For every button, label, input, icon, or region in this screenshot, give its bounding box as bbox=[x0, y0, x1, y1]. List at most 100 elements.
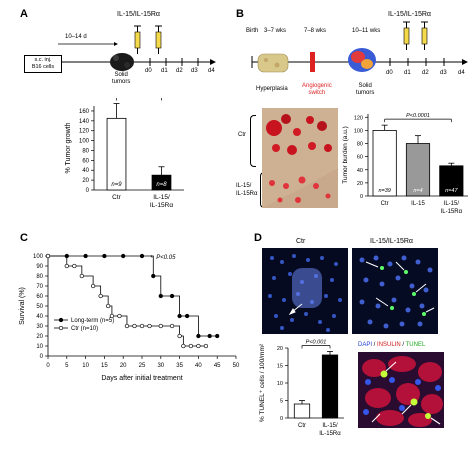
series-point bbox=[188, 343, 194, 349]
b-angio-line2: switch bbox=[308, 90, 326, 96]
b-day-d1: d1 bbox=[404, 70, 411, 76]
p-value-label: P<0.0001 bbox=[406, 113, 430, 119]
y-tick-label: 5 bbox=[280, 399, 283, 405]
y-tick-label: 0 bbox=[280, 416, 283, 422]
n-label: n=47 bbox=[445, 188, 458, 194]
b-weeks2-label: 7–8 wks bbox=[304, 28, 327, 34]
syringe-icon bbox=[155, 25, 162, 54]
series-point bbox=[132, 323, 137, 329]
x-tick-label: 5 bbox=[65, 363, 69, 369]
arrow-icon bbox=[365, 261, 435, 313]
series-point bbox=[158, 323, 163, 329]
a-day-d3: d3 bbox=[191, 68, 198, 74]
series-point bbox=[177, 313, 182, 319]
y-tick-label: 20 bbox=[82, 178, 89, 184]
bar bbox=[293, 403, 311, 419]
y-axis-label: Survival (%) bbox=[19, 287, 26, 325]
a-injection-box: s.c. inj. B16 cells bbox=[24, 55, 62, 73]
series-point bbox=[102, 253, 107, 259]
b-day-d0: d0 bbox=[386, 70, 393, 76]
y-tick-label: 60 bbox=[357, 155, 363, 161]
category-label: IL-15Rα bbox=[150, 202, 174, 209]
x-tick-label: 10 bbox=[82, 363, 89, 369]
panel-d-bar-chart: 0 5 10 15 20 Ctr IL-15/IL-15Rα P<0.001 % TUNEL⁺ … bbox=[259, 340, 344, 437]
category-label: Ctr bbox=[381, 201, 389, 207]
b-stage-angiogenic: Angiogenic switch bbox=[302, 83, 332, 97]
micrograph-staining bbox=[358, 352, 444, 428]
panel-a-timeline bbox=[27, 25, 216, 71]
d-stain-insulin: INSULIN bbox=[377, 342, 401, 348]
y-tick-label: 120 bbox=[354, 115, 363, 121]
series-point bbox=[207, 333, 212, 339]
a-solid-label: Solid tumors bbox=[112, 72, 130, 86]
syringe-icon bbox=[403, 21, 410, 50]
y-axis-label: % Tumor growth bbox=[65, 122, 72, 173]
y-axis-label: Tumor burden (a.u.) bbox=[342, 126, 349, 184]
series-point bbox=[151, 273, 156, 279]
b-day-d2: d2 bbox=[422, 70, 429, 76]
b-weeks3-label: 10–11 wks bbox=[352, 28, 381, 34]
y-tick-label: 10 bbox=[36, 344, 43, 350]
legend-marker bbox=[58, 325, 64, 331]
a-treatment-label: IL-15/IL-15Rα bbox=[117, 11, 160, 18]
d-stain-legend: DAPI / INSULIN / TUNEL bbox=[358, 342, 425, 348]
series-point bbox=[106, 303, 111, 309]
series-point bbox=[121, 253, 126, 259]
a-solid-line2: tumors bbox=[112, 79, 131, 85]
y-tick-label: 100 bbox=[79, 139, 90, 145]
series-point bbox=[181, 343, 186, 349]
series-line bbox=[48, 255, 218, 337]
b-photo-il15-line2: IL-15Rα bbox=[236, 191, 258, 197]
series-point bbox=[79, 273, 84, 279]
d-stain-tunel: TUNEL bbox=[405, 342, 426, 348]
significance-star: * bbox=[150, 255, 153, 262]
b-solid-line2: tumors bbox=[356, 90, 375, 96]
x-tick-label: 50 bbox=[233, 363, 240, 369]
micrograph-ctr bbox=[262, 248, 348, 334]
y-tick-label: 15 bbox=[277, 364, 283, 370]
series-point bbox=[90, 283, 96, 289]
x-tick-label: 35 bbox=[176, 363, 183, 369]
y-tick-label: 40 bbox=[36, 314, 43, 320]
category-label: IL-15 bbox=[411, 201, 425, 207]
solid-tumor-image bbox=[348, 48, 376, 72]
series-point bbox=[139, 253, 145, 259]
series-point bbox=[169, 293, 175, 299]
tumor-image bbox=[110, 53, 134, 71]
y-tick-label: 10 bbox=[277, 381, 283, 387]
y-tick-label: 20 bbox=[36, 334, 43, 340]
a-day-d2: d2 bbox=[176, 68, 183, 74]
d-image-title-ctr: Ctr bbox=[296, 238, 306, 245]
series-point bbox=[109, 313, 115, 319]
y-tick-label: 80 bbox=[357, 142, 363, 148]
panel-label-b: B bbox=[236, 8, 244, 20]
series-point bbox=[72, 263, 77, 269]
series-point bbox=[158, 293, 163, 299]
y-tick-label: 0 bbox=[40, 354, 44, 360]
series-point bbox=[196, 343, 201, 349]
arrow-icon bbox=[371, 361, 441, 425]
panel-c-survival-chart: 0 10 20 30 40 50 60 70 80 90 100 0 5 10 15 20 25 30 35 40 45… bbox=[19, 253, 240, 382]
p-value-label: P<0.05 bbox=[156, 255, 176, 261]
series-point bbox=[45, 253, 51, 259]
d-stain-sep1: / bbox=[372, 342, 378, 348]
y-axis-label: % TUNEL⁺ cells / 100/mm² bbox=[259, 343, 266, 422]
x-tick-label: 30 bbox=[157, 363, 164, 369]
category-label: Ctr bbox=[112, 194, 122, 201]
category-label: IL-15/ bbox=[322, 423, 338, 429]
series-point bbox=[203, 343, 209, 349]
a-solid-line1: Solid bbox=[114, 72, 128, 78]
panel-label-a: A bbox=[20, 8, 28, 20]
x-axis-label: Days after initial treatment bbox=[101, 375, 182, 382]
series-point bbox=[196, 333, 201, 339]
y-tick-label: 120 bbox=[79, 129, 90, 135]
p-value-label: P<0.001 bbox=[306, 340, 327, 346]
category-label: IL-15/ bbox=[153, 194, 170, 201]
b-weeks1-label: 3–7 wks bbox=[264, 28, 287, 34]
category-label: Ctr bbox=[298, 423, 306, 429]
y-tick-label: 40 bbox=[357, 168, 363, 174]
x-tick-label: 20 bbox=[120, 363, 127, 369]
y-tick-label: 80 bbox=[82, 148, 89, 154]
n-label: n=4 bbox=[413, 188, 422, 194]
syringe-icon bbox=[134, 25, 141, 54]
